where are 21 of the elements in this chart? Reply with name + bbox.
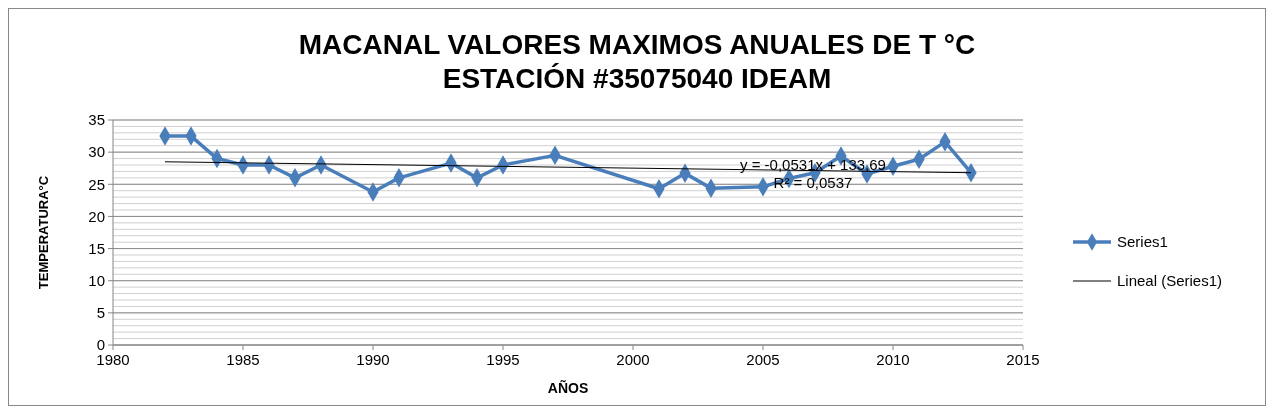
- x-tick-label: 1985: [226, 351, 260, 368]
- x-axis-title: AÑOS: [547, 379, 589, 396]
- x-tick-label: 1980: [96, 351, 130, 368]
- x-tick-label: 2010: [876, 351, 910, 368]
- legend-label: Lineal (Series1): [1117, 272, 1223, 290]
- y-tick-label: 35: [88, 111, 105, 129]
- y-tick-label: 5: [96, 304, 105, 322]
- y-tick-label: 10: [88, 271, 105, 289]
- chart-title: MACANAL VALORES MAXIMOS ANUALES DE T °C ESTACIÓN #35075040 IDEAM: [298, 29, 976, 94]
- legend-label: Series1: [1117, 233, 1168, 251]
- y-axis-title: TEMPERATURA°C: [36, 175, 51, 290]
- x-tick-label: 2005: [746, 351, 780, 368]
- x-tick-label: 2000: [616, 351, 650, 368]
- y-tick-label: 0: [96, 336, 105, 354]
- x-tick-label: 2015: [1006, 351, 1040, 368]
- x-tick-label: 1990: [356, 351, 390, 368]
- x-tick-label: 1995: [486, 351, 520, 368]
- y-tick-label: 15: [88, 239, 105, 257]
- y-tick-label: 30: [88, 143, 105, 161]
- y-tick-label: 20: [88, 207, 105, 225]
- y-tick-label: 25: [88, 175, 105, 193]
